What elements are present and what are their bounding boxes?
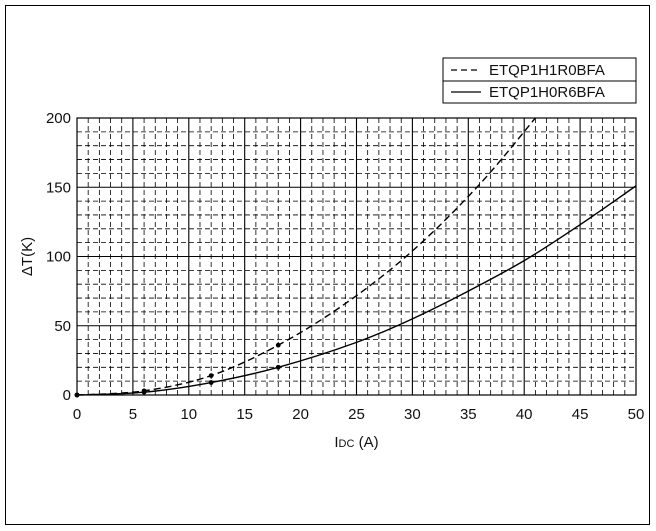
x-axis-label-main: I: [334, 434, 338, 451]
x-tick-label: 45: [572, 406, 589, 423]
x-axis-label: IDC (A): [334, 434, 378, 451]
y-axis-label: ΔT(K): [19, 237, 36, 276]
series-line-0: [76, 117, 536, 396]
x-axis-label-sub: DC: [339, 438, 355, 450]
x-tick-label: 50: [628, 406, 645, 423]
data-point: [275, 364, 281, 370]
x-tick-label: 25: [348, 406, 365, 423]
y-tick-label: 200: [46, 110, 71, 127]
data-point: [74, 392, 80, 398]
x-tick-label: 0: [73, 406, 81, 423]
data-point: [275, 342, 281, 348]
legend-label-etqp1h1r0bfa: ETQP1H1R0BFA: [489, 62, 605, 79]
y-tick-label: 0: [63, 387, 71, 404]
x-tick-label: 15: [236, 406, 253, 423]
x-tick-label: 5: [129, 406, 137, 423]
x-tick-label: 35: [460, 406, 477, 423]
series-line-1: [76, 185, 637, 396]
series-layer: [74, 117, 637, 398]
y-tick-label: 150: [46, 179, 71, 196]
x-axis-ticks: 0 5 10 15 20 25 30 35 40 45 50: [73, 406, 645, 423]
x-tick-label: 20: [292, 406, 309, 423]
y-axis-ticks: 0 50 100 150 200: [46, 110, 71, 404]
legend-label-etqp1h0r6bfa: ETQP1H0R6BFA: [489, 84, 605, 101]
y-tick-label: 100: [46, 249, 71, 266]
plot-border: [76, 117, 637, 396]
data-point: [141, 389, 147, 395]
y-tick-label: 50: [54, 318, 71, 335]
x-tick-label: 10: [180, 406, 197, 423]
data-point: [208, 373, 214, 379]
data-point: [208, 380, 214, 385]
x-axis-label-unit: (A): [354, 434, 378, 451]
major-grid: [77, 118, 636, 395]
legend: ETQP1H1R0BFA ETQP1H0R6BFA: [442, 57, 637, 104]
x-tick-label: 30: [404, 406, 421, 423]
x-tick-label: 40: [516, 406, 533, 423]
